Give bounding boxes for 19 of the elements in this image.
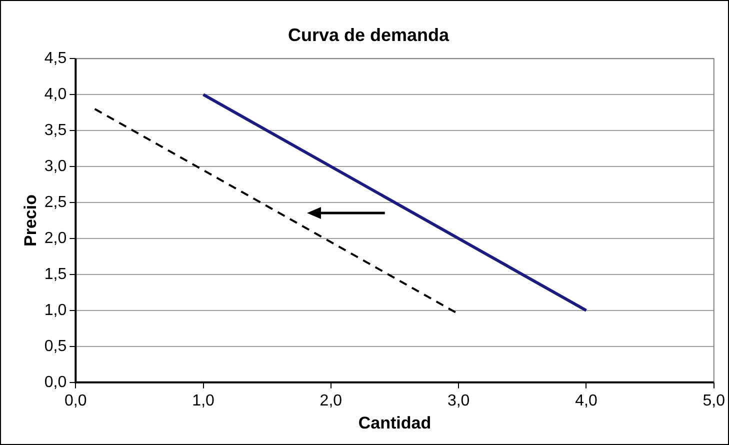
y-tick-label: 2,0 xyxy=(44,230,67,247)
x-tick-label: 0,0 xyxy=(64,392,87,410)
y-tick-label: 0,5 xyxy=(44,338,67,355)
y-tick-label: 4,5 xyxy=(44,50,67,68)
y-tick-label: 3,5 xyxy=(44,122,67,139)
x-tick-label: 4,0 xyxy=(575,392,598,410)
y-tick-label: 2,5 xyxy=(44,194,67,211)
x-tick-label: 5,0 xyxy=(702,392,726,410)
x-axis-title: Cantidad xyxy=(358,413,432,432)
x-tick-label: 2,0 xyxy=(320,392,342,410)
y-axis-title: Precio xyxy=(20,194,40,246)
chart-title: Curva de demanda xyxy=(288,24,450,45)
y-tick-label: 0,0 xyxy=(44,374,67,391)
x-tick-label: 3,0 xyxy=(447,392,470,410)
y-tick-label: 4,0 xyxy=(44,86,67,103)
x-tick-label: 1,0 xyxy=(192,392,215,410)
y-tick-label: 1,5 xyxy=(44,266,67,283)
y-tick-label: 3,0 xyxy=(44,158,67,175)
y-tick-label: 1,0 xyxy=(44,302,67,319)
